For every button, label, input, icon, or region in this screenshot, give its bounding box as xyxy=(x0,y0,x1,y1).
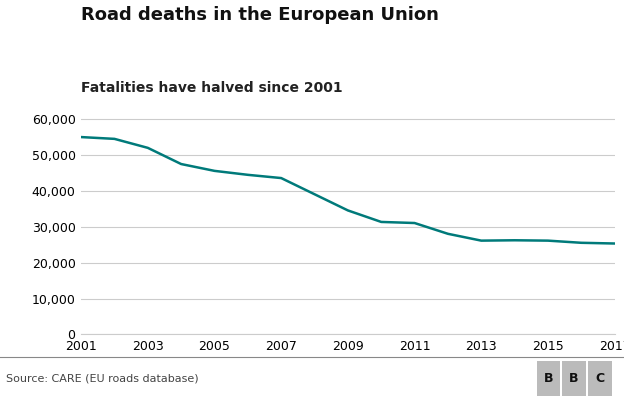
Text: C: C xyxy=(595,372,604,385)
Text: Fatalities have halved since 2001: Fatalities have halved since 2001 xyxy=(81,81,343,95)
Text: B: B xyxy=(544,372,553,385)
Text: Source: CARE (EU roads database): Source: CARE (EU roads database) xyxy=(6,374,199,384)
Text: B: B xyxy=(569,372,579,385)
Text: Road deaths in the European Union: Road deaths in the European Union xyxy=(81,6,439,24)
